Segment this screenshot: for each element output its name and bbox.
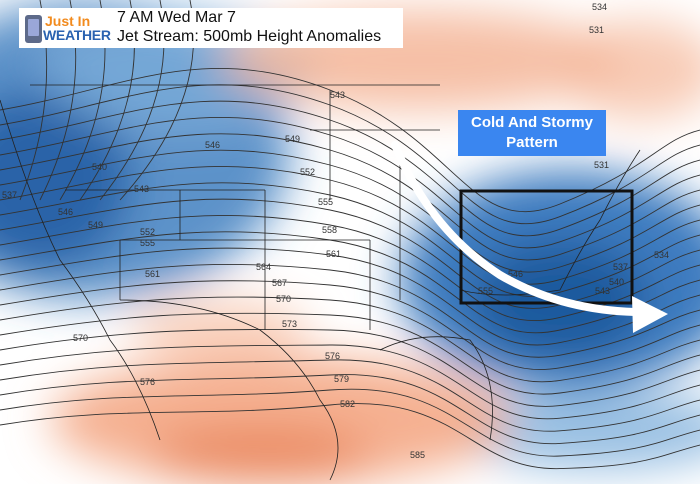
contour-line [0, 344, 700, 420]
contour-line [0, 68, 700, 213]
contour-line [0, 359, 700, 432]
logo-text-just-in: Just In [45, 13, 91, 29]
contour-label: 555 [478, 286, 493, 296]
contour-label: 543 [134, 184, 149, 194]
contour-label: 534 [592, 2, 607, 12]
political-boundaries [0, 84, 641, 481]
contour-label: 561 [326, 249, 341, 259]
contour-label: 540 [92, 162, 107, 172]
map-title: Jet Stream: 500mb Height Anomalies [117, 28, 382, 45]
contour-label: 531 [589, 25, 604, 35]
contour-line [0, 374, 700, 445]
contour-label: 546 [508, 269, 523, 279]
contour-label: 546 [58, 207, 73, 217]
logo-text-weather: WEATHER [43, 27, 111, 43]
contour-label: 564 [256, 262, 271, 272]
contour-label: 585 [410, 450, 425, 460]
contour-labels: 5435465495525405435465495525555555585615… [2, 2, 669, 460]
contour-label: 579 [334, 374, 349, 384]
contour-line [0, 100, 700, 237]
contour-label: 537 [2, 190, 17, 200]
contour-label: 573 [282, 319, 297, 329]
forecast-time: 7 AM Wed Mar 7 [117, 9, 236, 26]
contour-label: 561 [145, 269, 160, 279]
contour-line [0, 403, 700, 470]
phone-icon [25, 15, 42, 43]
contour-line [0, 388, 700, 457]
contour-label: 549 [88, 220, 103, 230]
title-banner: Just In WEATHER 7 AM Wed Mar 7 Jet Strea… [19, 8, 403, 48]
contour-line [0, 149, 700, 273]
callout-line-1: Cold And Stormy [471, 114, 593, 131]
contour-line [0, 263, 700, 358]
contour-label: 567 [272, 278, 287, 288]
callout-line-2: Pattern [506, 134, 558, 151]
contour-label: 582 [340, 399, 355, 409]
contour-label: 570 [73, 333, 88, 343]
contour-label: 543 [595, 286, 610, 296]
contour-label: 534 [654, 250, 669, 260]
contour-label: 546 [205, 140, 220, 150]
contour-label: 576 [140, 377, 155, 387]
contour-line [0, 328, 700, 407]
contour-label: 555 [318, 197, 333, 207]
contour-label: 540 [609, 277, 624, 287]
contour-label: 570 [276, 294, 291, 304]
contour-line [0, 280, 700, 370]
contour-label: 555 [140, 238, 155, 248]
contour-label: 543 [330, 90, 345, 100]
contour-line [0, 312, 700, 395]
contour-label: 552 [300, 167, 315, 177]
contour-label: 531 [594, 160, 609, 170]
contour-label: 537 [613, 262, 628, 272]
contour-line [0, 247, 700, 346]
contour-label: 558 [322, 225, 337, 235]
arrow-head-icon [632, 296, 668, 333]
contour-label: 576 [325, 351, 340, 361]
just-in-weather-logo: Just In WEATHER [25, 14, 129, 44]
contour-label: 552 [140, 227, 155, 237]
pattern-callout: Cold And Stormy Pattern [458, 110, 606, 156]
contour-label: 549 [285, 134, 300, 144]
contour-line [0, 116, 700, 249]
contour-line [0, 84, 700, 225]
storm-track-arrow [391, 141, 639, 316]
